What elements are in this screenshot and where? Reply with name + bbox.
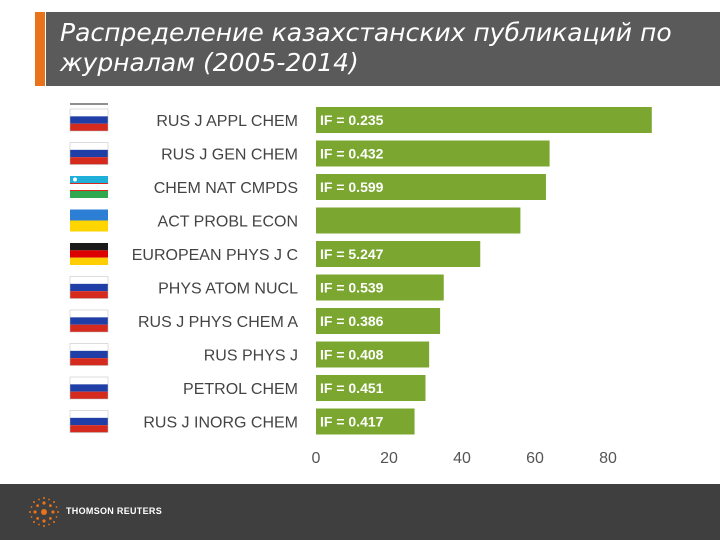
flag-russia-icon: [69, 276, 109, 299]
bar: [316, 107, 652, 133]
x-tick-label: 80: [599, 450, 617, 467]
category-label: RUS J INORG CHEM: [143, 415, 298, 432]
flag-russia-icon: [69, 376, 109, 400]
category-label: CHEM NAT CMPDS: [154, 180, 298, 197]
thomson-reuters-logo-icon: [29, 497, 59, 527]
category-label: PETROL CHEM: [183, 381, 298, 398]
flag-uzbekistan-icon: [70, 176, 108, 198]
flag-russia-icon: [69, 108, 109, 132]
flag-russia-icon: [69, 410, 109, 433]
bar: [316, 274, 444, 301]
bar: [316, 140, 550, 167]
bar-label: IF = 0.408: [320, 347, 384, 363]
bar: [316, 308, 441, 334]
flag-russia-icon: [69, 343, 109, 366]
bar: [316, 341, 430, 368]
x-tick-label: 60: [526, 450, 544, 467]
bar-label: IF = 0.417: [320, 414, 384, 430]
flag-russia-icon: [69, 142, 109, 165]
bar: [316, 207, 521, 234]
title-accent: [35, 12, 45, 86]
x-tick-label: 40: [453, 450, 471, 467]
bar-label: IF = 0.235: [320, 112, 384, 128]
chart-svg: IF = 0.235 RUS J APPL CHEM IF = 0.432 RUS J…: [69, 103, 652, 467]
bar-label: IF = 0.451: [320, 380, 384, 396]
category-label: RUS PHYS J: [204, 348, 298, 365]
x-tick-label: 0: [312, 450, 321, 467]
slide-title: Распределение казахстанских публикаций п…: [60, 18, 672, 77]
flag-germany-icon: [70, 243, 108, 265]
bar: [316, 375, 426, 401]
title-background: [46, 12, 720, 86]
category-label: EUROPEAN PHYS J C: [132, 247, 298, 264]
flag-russia-icon: [69, 309, 109, 333]
bar-label: IF = 0.432: [320, 146, 384, 162]
bar: [316, 408, 415, 435]
category-label: RUS J APPL CHEM: [156, 113, 298, 130]
flag-ukraine-icon: [70, 209, 108, 232]
brand-name: THOMSON REUTERS: [66, 506, 163, 516]
category-label: PHYS ATOM NUCL: [158, 281, 298, 298]
category-label: RUS J GEN CHEM: [161, 147, 298, 164]
category-label: RUS J PHYS CHEM A: [138, 314, 298, 331]
bar-chart: IF = 0.235 RUS J APPL CHEM IF = 0.432 RUS J…: [0, 95, 720, 475]
category-label: ACT PROBL ECON: [158, 214, 298, 231]
title-bar: Распределение казахстанских публикаций п…: [0, 0, 720, 92]
bar-label: IF = 5.247: [320, 246, 384, 262]
bar: [316, 174, 546, 200]
bar-label: IF = 0.599: [320, 179, 384, 195]
footer: [0, 484, 720, 540]
bar: [316, 241, 481, 267]
bar-label: IF = 0.539: [320, 280, 384, 296]
x-tick-label: 20: [380, 450, 398, 467]
bar-label: IF = 0.386: [320, 313, 384, 329]
